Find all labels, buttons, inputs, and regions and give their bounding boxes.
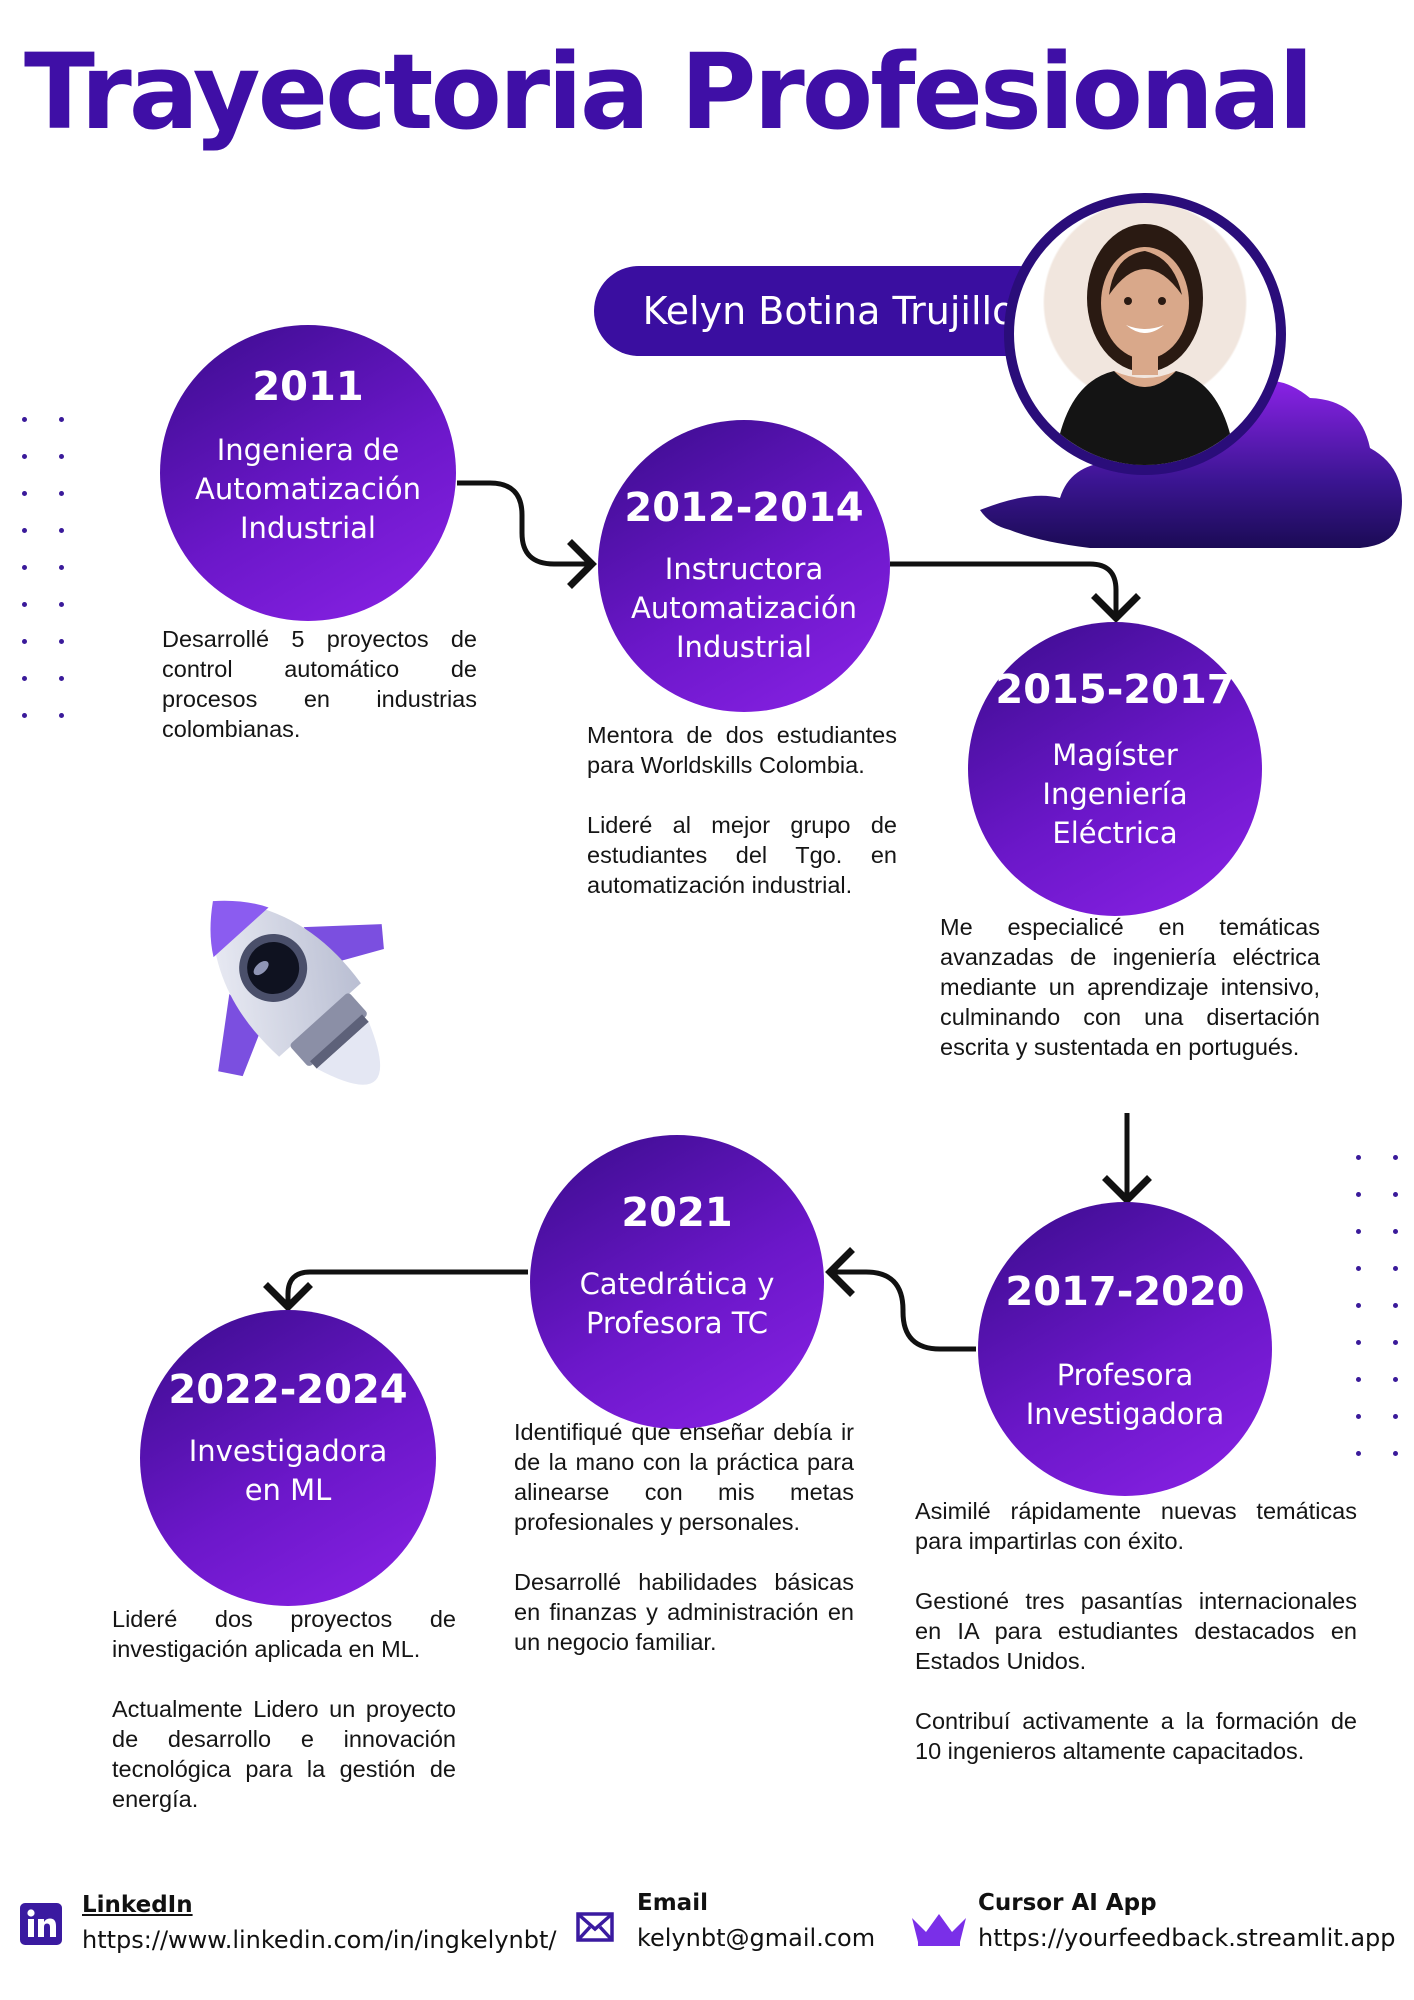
timeline-year: 2021	[621, 1190, 733, 1236]
description-paragraph: Asimilé rápidamente nuevas temáticas par…	[915, 1498, 1357, 1554]
envelope-icon[interactable]	[576, 1912, 614, 1942]
timeline-circle-2015-2017: 2015-2017 Magíster Ingeniería Eléctrica	[968, 622, 1262, 916]
description-paragraph: Contribuí activamente a la formación de …	[915, 1708, 1357, 1764]
timeline-circle-2012-2014: 2012-2014 Instructora Automatización Ind…	[598, 420, 890, 712]
dot-grid-left	[22, 417, 72, 727]
description-paragraph: Gestioné tres pasantías internacionales …	[915, 1588, 1357, 1674]
timeline-year: 2012-2014	[624, 485, 864, 531]
timeline-circle-2022-2024: 2022-2024 Investigadora en ML	[140, 1310, 436, 1606]
cursor-app-url[interactable]: https://yourfeedback.streamlit.app	[978, 1924, 1396, 1952]
dot-grid-right	[1356, 1155, 1406, 1465]
timeline-role: Catedrática y Profesora TC	[579, 1267, 775, 1340]
timeline-circle-2011: 2011 Ingeniera de Automatización Industr…	[160, 325, 456, 621]
timeline-year: 2015-2017	[995, 667, 1235, 713]
timeline-role: Instructora Automatización Industrial	[631, 552, 857, 664]
description-paragraph: Lideré dos proyectos de investigación ap…	[112, 1606, 456, 1662]
description-paragraph: Lideré al mejor grupo de estudiantes del…	[587, 812, 897, 898]
timeline-role: Magíster Ingeniería Eléctrica	[1042, 738, 1188, 850]
linkedin-icon[interactable]	[20, 1903, 62, 1945]
name-badge: Kelyn Botina Trujillo	[594, 266, 1064, 356]
crown-icon[interactable]	[910, 1912, 968, 1948]
timeline-circle-2017-2020: 2017-2020 Profesora Investigadora	[978, 1202, 1272, 1496]
email-address[interactable]: kelynbt@gmail.com	[637, 1924, 876, 1952]
description-paragraph: Desarrollé 5 proyectos de control automá…	[162, 626, 477, 742]
email-label: Email	[637, 1890, 708, 1916]
rocket-illustration	[210, 900, 384, 1085]
description-paragraph: Me especialicé en temáticas avanzadas de…	[940, 914, 1320, 1060]
timeline-description-2022-2024: Lideré dos proyectos de investigación ap…	[112, 1604, 456, 1814]
timeline-description-2021: Identifiqué que enseñar debía ir de la m…	[514, 1417, 854, 1657]
description-paragraph: Mentora de dos estudiantes para Worldski…	[587, 722, 897, 778]
timeline-year: 2022-2024	[168, 1367, 408, 1413]
timeline-description-2012-2014: Mentora de dos estudiantes para Worldski…	[587, 720, 897, 900]
timeline-year: 2017-2020	[1005, 1269, 1245, 1315]
description-paragraph: Actualmente Lidero un proyecto de desarr…	[112, 1696, 456, 1812]
timeline-description-2017-2020: Asimilé rápidamente nuevas temáticas par…	[915, 1496, 1357, 1766]
description-paragraph: Identifiqué que enseñar debía ir de la m…	[514, 1419, 854, 1535]
cursor-app-label: Cursor AI App	[978, 1890, 1157, 1916]
timeline-year: 2011	[252, 364, 364, 410]
timeline-role: Investigadora en ML	[188, 1434, 388, 1507]
timeline-role: Ingeniera de Automatización Industrial	[195, 433, 421, 545]
profile-photo	[1004, 193, 1286, 475]
timeline-description-2015-2017: Me especialicé en temáticas avanzadas de…	[940, 912, 1320, 1062]
timeline-circle-2021: 2021 Catedrática y Profesora TC	[530, 1135, 824, 1429]
description-paragraph: Desarrollé habilidades básicas en finanz…	[514, 1569, 854, 1655]
linkedin-label[interactable]: LinkedIn	[82, 1892, 193, 1918]
page-title: Trayectoria Profesional	[24, 31, 1314, 153]
linkedin-url[interactable]: https://www.linkedin.com/in/ingkelynbt/	[82, 1926, 557, 1954]
timeline-role: Profesora Investigadora	[1025, 1358, 1225, 1431]
person-name: Kelyn Botina Trujillo	[642, 289, 1016, 333]
timeline-description-2011: Desarrollé 5 proyectos de control automá…	[162, 624, 477, 744]
